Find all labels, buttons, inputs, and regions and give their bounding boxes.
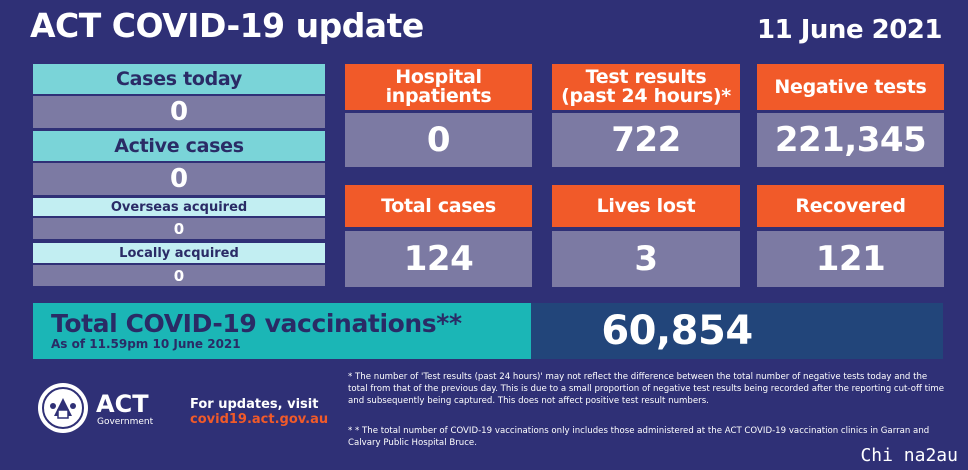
tests-label-line1: Test results	[585, 66, 707, 88]
act-crest-icon	[38, 383, 88, 433]
cases-today-label: Cases today	[33, 64, 325, 94]
locally-acquired-value: 0	[33, 265, 325, 286]
test-results-label: Test results (past 24 hours)*	[552, 64, 740, 110]
act-logo-text: ACT	[96, 390, 149, 418]
footnote-test-results: * The number of 'Test results (past 24 h…	[348, 372, 945, 406]
test-results-value: 722	[552, 113, 740, 167]
recovered-value: 121	[757, 231, 944, 287]
cases-today-value: 0	[33, 96, 325, 128]
vaccination-banner: Total COVID-19 vaccinations** As of 11.5…	[33, 303, 531, 359]
vaccination-title: Total COVID-19 vaccinations**	[51, 309, 462, 338]
recovered-label: Recovered	[757, 185, 944, 227]
locally-acquired-label: Locally acquired	[33, 243, 325, 263]
updates-label: For updates, visit	[190, 397, 319, 412]
total-cases-value: 124	[345, 231, 532, 287]
page-title: ACT COVID-19 update	[30, 6, 424, 45]
watermark: Chi na2au	[860, 445, 958, 466]
updates-link[interactable]: covid19.act.gov.au	[190, 412, 329, 427]
negative-tests-label: Negative tests	[757, 64, 944, 110]
footnote-vaccinations: * * The total number of COVID-19 vaccina…	[348, 426, 930, 448]
lives-lost-label: Lives lost	[552, 185, 740, 227]
act-logo-subtext: Government	[97, 417, 154, 427]
tests-label-line2: (past 24 hours)*	[561, 85, 731, 107]
active-cases-value: 0	[33, 163, 325, 195]
hospital-inpatients-label: Hospital inpatients	[345, 64, 532, 110]
hospital-inpatients-value: 0	[345, 113, 532, 167]
overseas-acquired-value: 0	[33, 218, 325, 239]
vaccination-subtitle: As of 11.59pm 10 June 2021	[51, 337, 241, 351]
overseas-acquired-label: Overseas acquired	[33, 198, 325, 216]
lives-lost-value: 3	[552, 231, 740, 287]
total-cases-label: Total cases	[345, 185, 532, 227]
active-cases-label: Active cases	[33, 131, 325, 161]
hospital-label-line2: inpatients	[385, 85, 492, 107]
negative-tests-value: 221,345	[757, 113, 944, 167]
vaccination-value: 60,854	[531, 303, 943, 359]
report-date: 11 June 2021	[757, 15, 942, 45]
hospital-label-line1: Hospital	[395, 66, 482, 88]
